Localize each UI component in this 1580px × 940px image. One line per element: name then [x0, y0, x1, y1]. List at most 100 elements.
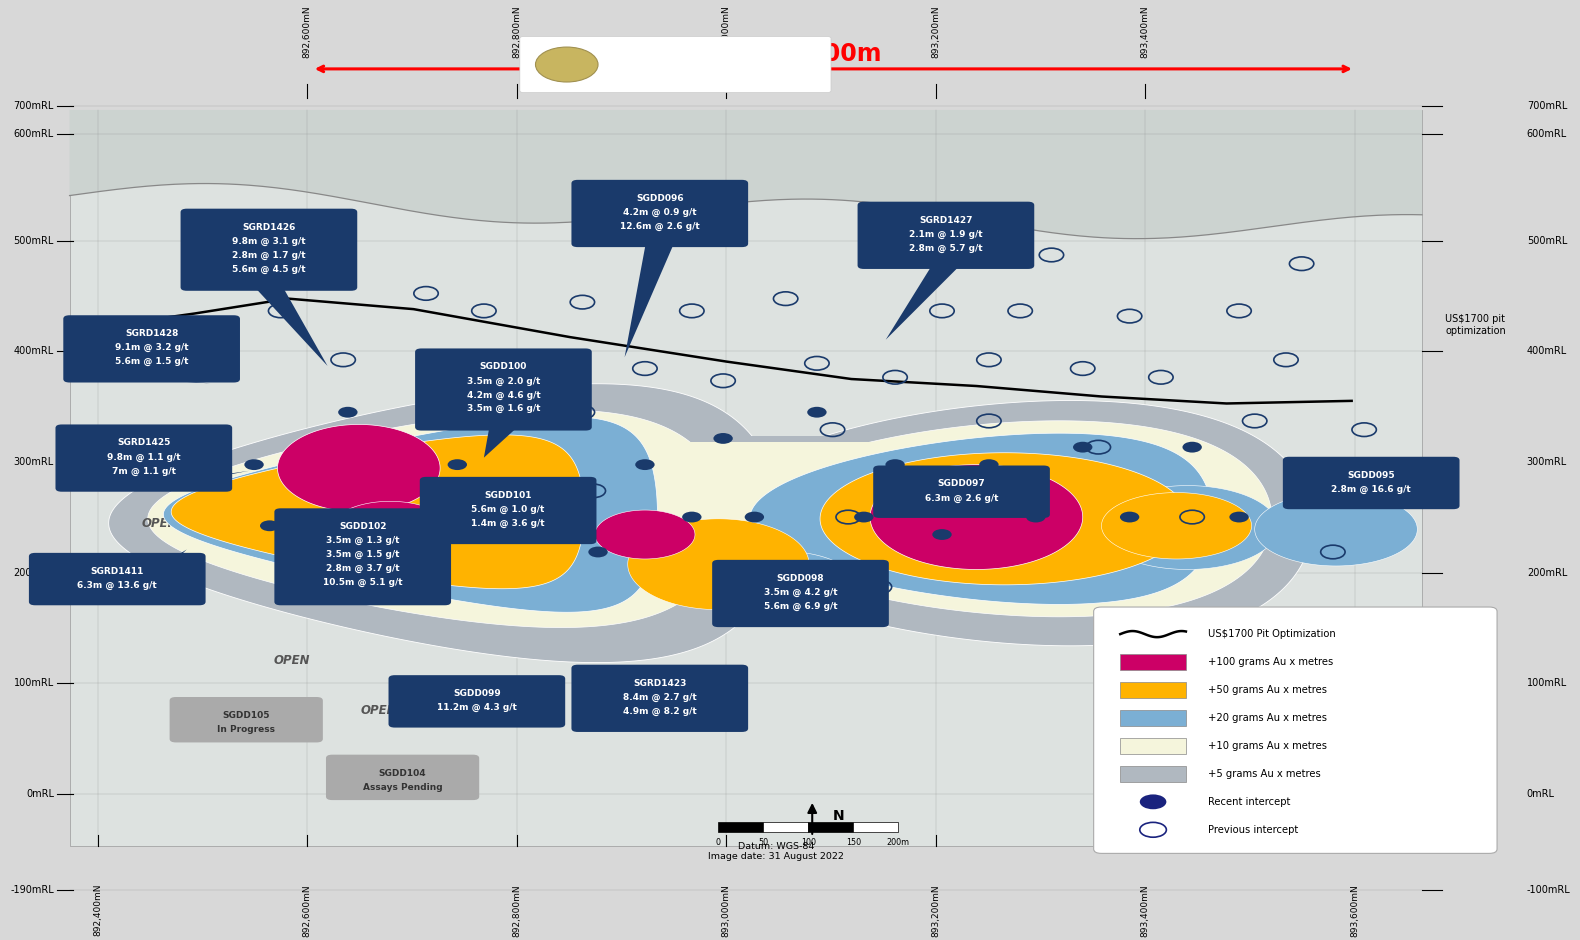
Polygon shape: [103, 549, 186, 602]
Text: 700mRL: 700mRL: [14, 102, 54, 112]
Text: SGDD102: SGDD102: [340, 523, 387, 531]
Polygon shape: [749, 433, 1212, 604]
Polygon shape: [109, 384, 781, 663]
Polygon shape: [330, 501, 449, 557]
Text: 300mRL: 300mRL: [14, 457, 54, 467]
Text: +20 grams Au x metres: +20 grams Au x metres: [1207, 713, 1327, 723]
Circle shape: [714, 433, 733, 444]
Circle shape: [495, 529, 514, 540]
FancyBboxPatch shape: [1120, 766, 1187, 782]
Text: 2.8m @ 16.6 g/t: 2.8m @ 16.6 g/t: [1332, 485, 1411, 494]
FancyBboxPatch shape: [416, 349, 592, 431]
Text: 2.1m @ 11.0 g/t: 2.1m @ 11.0 g/t: [1224, 653, 1305, 663]
Circle shape: [744, 511, 765, 523]
Circle shape: [885, 460, 905, 470]
Text: 3.5m @ 1.6 g/t: 3.5m @ 1.6 g/t: [466, 404, 540, 414]
Text: 893,200mN: 893,200mN: [931, 5, 940, 57]
FancyBboxPatch shape: [1093, 607, 1498, 854]
Text: SGDD105: SGDD105: [223, 711, 270, 720]
Polygon shape: [871, 464, 1082, 570]
Text: 893,400mN: 893,400mN: [1141, 5, 1150, 57]
Polygon shape: [627, 519, 809, 610]
Polygon shape: [254, 288, 327, 366]
Text: 9.8m @ 3.1 g/t: 9.8m @ 3.1 g/t: [232, 237, 305, 245]
Text: US$1700 pit
optimization: US$1700 pit optimization: [1446, 314, 1506, 336]
Text: 892,800mN: 892,800mN: [512, 884, 521, 936]
Text: 200mRL: 200mRL: [1526, 568, 1567, 578]
Circle shape: [338, 407, 357, 417]
Text: 5.6m @ 4.5 g/t: 5.6m @ 4.5 g/t: [232, 264, 305, 274]
Text: 100mRL: 100mRL: [14, 678, 54, 688]
Text: 892,600mN: 892,600mN: [303, 884, 311, 936]
Polygon shape: [619, 696, 673, 728]
Circle shape: [932, 529, 951, 540]
Polygon shape: [886, 265, 961, 339]
Text: 600mRL: 600mRL: [14, 130, 54, 139]
Text: 150: 150: [845, 838, 861, 847]
FancyBboxPatch shape: [28, 553, 205, 605]
Text: SGDD101: SGDD101: [485, 491, 532, 500]
Text: +50 grams Au x metres: +50 grams Au x metres: [1207, 685, 1327, 695]
FancyBboxPatch shape: [275, 509, 450, 605]
Polygon shape: [379, 771, 417, 796]
Text: Datum: WGS-84
Image date: 31 August 2022: Datum: WGS-84 Image date: 31 August 2022: [708, 842, 844, 861]
Text: +10 grams Au x metres: +10 grams Au x metres: [1207, 741, 1327, 751]
Text: SGRD1425: SGRD1425: [117, 438, 171, 447]
Circle shape: [807, 407, 826, 417]
Text: +100 grams Au x metres: +100 grams Au x metres: [1207, 657, 1334, 667]
Polygon shape: [1255, 493, 1417, 566]
Text: 892,800mN: 892,800mN: [512, 5, 521, 57]
Text: 8.4m @ 2.7 g/t: 8.4m @ 2.7 g/t: [623, 693, 697, 702]
Text: Previous intercept: Previous intercept: [1207, 824, 1299, 835]
Text: In Progress: In Progress: [216, 725, 275, 734]
FancyBboxPatch shape: [1120, 738, 1187, 754]
Text: OPEN: OPEN: [142, 517, 179, 529]
Text: 2.8m @ 3.7 g/t: 2.8m @ 3.7 g/t: [325, 564, 400, 573]
Text: SILVER MINES INC.: SILVER MINES INC.: [604, 69, 675, 78]
Polygon shape: [616, 442, 961, 599]
Polygon shape: [349, 575, 376, 602]
Text: SGRD1411: SGRD1411: [90, 567, 144, 576]
Circle shape: [542, 415, 561, 427]
Text: 893,600mN: 893,600mN: [1351, 884, 1359, 936]
Text: 1.4m @ 3.6 g/t: 1.4m @ 3.6 g/t: [471, 519, 545, 528]
Text: OPEN: OPEN: [360, 704, 398, 717]
FancyBboxPatch shape: [1120, 710, 1187, 726]
Polygon shape: [137, 379, 210, 384]
Text: 100mRL: 100mRL: [1526, 678, 1567, 688]
Text: 893,200mN: 893,200mN: [931, 884, 940, 936]
Text: Recent intercept: Recent intercept: [1207, 797, 1291, 807]
Text: 3.5m @ 1.3 g/t: 3.5m @ 1.3 g/t: [325, 536, 400, 545]
Polygon shape: [596, 510, 695, 559]
Circle shape: [1073, 442, 1092, 452]
Text: SGRD1428: SGRD1428: [125, 329, 179, 338]
Circle shape: [1025, 511, 1046, 523]
FancyBboxPatch shape: [874, 465, 1049, 518]
Circle shape: [386, 511, 404, 523]
Text: OPEN: OPEN: [273, 654, 310, 666]
Text: 9.1m @ 3.2 g/t: 9.1m @ 3.2 g/t: [115, 343, 188, 352]
Polygon shape: [130, 471, 250, 488]
Text: 200mRL: 200mRL: [14, 568, 54, 578]
FancyBboxPatch shape: [63, 315, 240, 383]
Text: SGDD095: SGDD095: [1348, 471, 1395, 479]
Text: SGRD1423: SGRD1423: [634, 679, 686, 688]
Text: 892,400mN: 892,400mN: [93, 884, 103, 936]
FancyBboxPatch shape: [1120, 682, 1187, 697]
Text: +5 grams Au x metres: +5 grams Au x metres: [1207, 769, 1321, 779]
Text: 3.5m @ 4.2 g/t: 3.5m @ 4.2 g/t: [763, 588, 837, 597]
Text: 3.5m @ 2.0 g/t: 3.5m @ 2.0 g/t: [466, 376, 540, 385]
Circle shape: [536, 47, 597, 82]
Text: 9.8m @ 1.1 g/t: 9.8m @ 1.1 g/t: [107, 452, 180, 462]
Polygon shape: [624, 243, 673, 357]
Text: 100: 100: [801, 838, 815, 847]
Text: 893,400mN: 893,400mN: [1141, 884, 1150, 936]
Polygon shape: [820, 453, 1190, 585]
Circle shape: [683, 511, 702, 523]
FancyBboxPatch shape: [713, 560, 890, 627]
FancyBboxPatch shape: [858, 202, 1035, 269]
Polygon shape: [1157, 646, 1278, 674]
Text: 0mRL: 0mRL: [1526, 789, 1555, 799]
Text: 500mRL: 500mRL: [1526, 236, 1567, 246]
Text: 3.5m @ 1.5 g/t: 3.5m @ 1.5 g/t: [325, 550, 400, 559]
